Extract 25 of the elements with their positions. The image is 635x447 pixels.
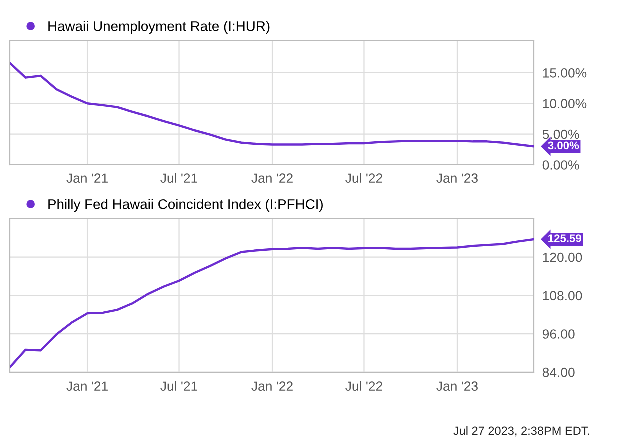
legend-label: Philly Fed Hawaii Coincident Index (I:PFHCI) (48, 199, 323, 212)
x-tick-label: Jan '21 (66, 382, 108, 392)
y-tick-label: 84.00 (542, 368, 575, 378)
x-tick-label: Jan '23 (436, 174, 478, 184)
y-tick-label: 0.00% (542, 160, 580, 170)
y-tick-label: 5.00% (542, 130, 580, 140)
y-tick-label: 108.00 (543, 291, 582, 301)
text: Jul 27 2023, 2:38PM EDT. (454, 426, 590, 437)
x-tick-label: Jan '22 (252, 382, 293, 392)
x-tick-label: Jul '22 (346, 381, 382, 392)
annotation: 3.00% (548, 142, 580, 150)
y-tick-label: 10.00% (543, 99, 587, 109)
y-tick-label: 120.00 (543, 252, 582, 262)
line-series (10, 238, 534, 369)
annotation: 125.59 (548, 234, 582, 242)
x-tick-label: Jul '21 (160, 381, 198, 392)
y-tick-label: 15.00% (543, 68, 587, 78)
y-tick-label: 96.00 (542, 330, 575, 339)
x-tick-label: Jan '22 (252, 174, 293, 184)
x-tick-label: Jan '21 (66, 174, 108, 184)
x-tick-label: Jul '22 (346, 173, 382, 184)
legend-label: Hawaii Unemployment Rate (I:HUR) (48, 21, 270, 34)
x-tick-label: Jan '23 (436, 382, 478, 392)
line-series (10, 62, 534, 148)
x-tick-label: Jul '21 (160, 173, 198, 184)
